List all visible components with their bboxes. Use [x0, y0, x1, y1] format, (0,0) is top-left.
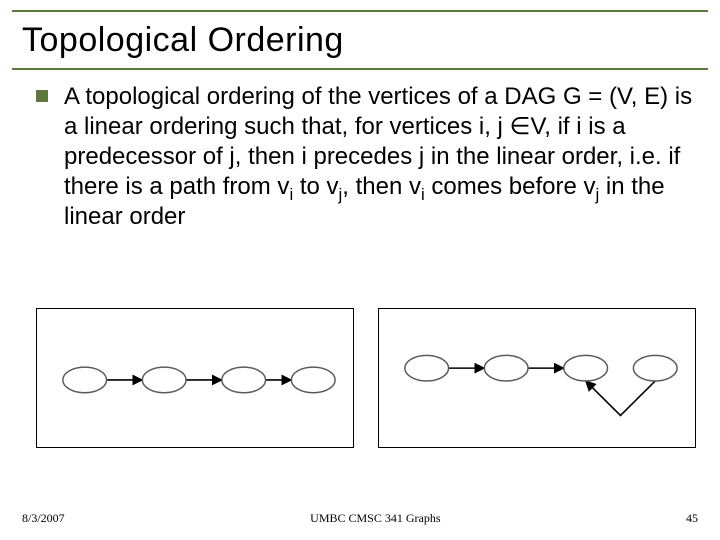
graph-node — [142, 367, 186, 393]
slide-title: Topological Ordering — [22, 21, 344, 60]
edge — [586, 381, 656, 416]
body-paragraph: A topological ordering of the vertices o… — [64, 82, 696, 232]
footer: 8/3/2007 UMBC CMSC 341 Graphs 45 — [22, 511, 698, 526]
diagram-row — [36, 308, 696, 448]
graph-node — [63, 367, 107, 393]
graph-node — [484, 355, 528, 381]
graph-node — [633, 355, 677, 381]
graph-node — [222, 367, 266, 393]
diagram-left — [37, 309, 353, 447]
diagram-left-panel — [36, 308, 354, 448]
diagram-right-panel — [378, 308, 696, 448]
footer-page: 45 — [686, 511, 698, 526]
title-rule: Topological Ordering — [12, 10, 708, 70]
graph-node — [564, 355, 608, 381]
bullet-icon — [36, 90, 48, 102]
diagram-right — [379, 309, 695, 447]
graph-node — [405, 355, 449, 381]
footer-date: 8/3/2007 — [22, 511, 65, 526]
graph-node — [291, 367, 335, 393]
body-area: A topological ordering of the vertices o… — [36, 82, 696, 232]
footer-course: UMBC CMSC 341 Graphs — [65, 511, 686, 526]
